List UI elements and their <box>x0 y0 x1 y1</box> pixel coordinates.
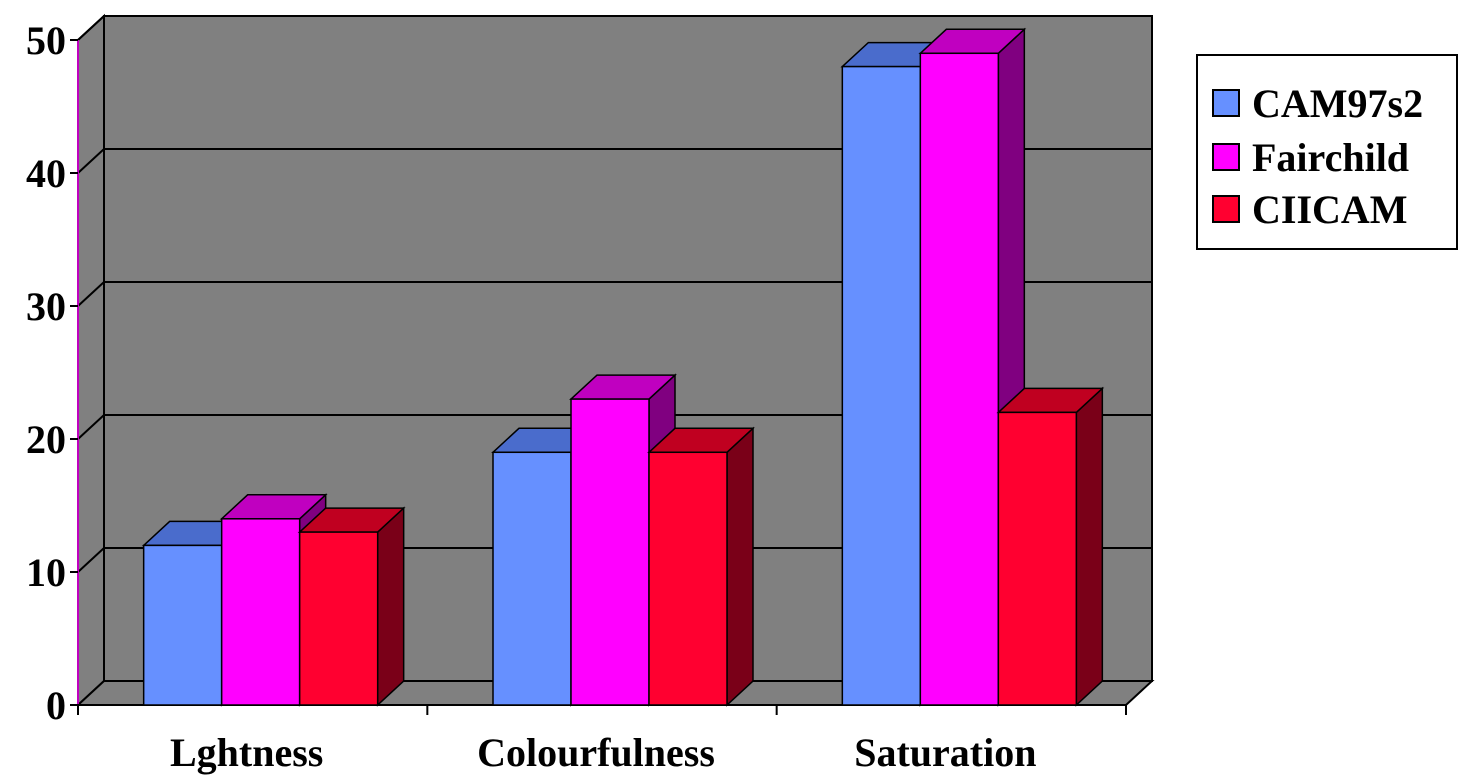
legend-label: CAM97s2 <box>1252 80 1424 126</box>
gridline <box>77 547 1152 573</box>
x-category-label: Lghtness <box>170 730 323 775</box>
side-wall <box>77 13 105 708</box>
y-tick-label: 40 <box>26 151 66 196</box>
bar-ciicam-lghtness <box>298 531 379 706</box>
x-category-label: Saturation <box>854 730 1036 775</box>
bar-ciicam-colourfulness <box>648 451 728 706</box>
gridline <box>77 414 1152 440</box>
bar-ciicam-saturation <box>997 411 1078 706</box>
gridline <box>77 148 1152 174</box>
x-category-labels: Lghtness Colourfulness Saturation <box>170 730 1036 775</box>
bar-fairchild-colourfulness <box>570 398 650 706</box>
y-tick-label: 0 <box>46 683 66 728</box>
y-tick-label: 30 <box>26 284 66 329</box>
bar-fairchild-lghtness <box>220 518 301 706</box>
legend-label: CIICAM <box>1252 186 1408 232</box>
y-tick-label: 50 <box>26 18 66 63</box>
legend-item-series-1: Fairchild <box>1212 132 1409 182</box>
bar-cam97s2-lghtness <box>142 544 223 706</box>
bar-side-ciicam-colourfulness <box>726 426 754 707</box>
gridlines <box>77 15 1152 573</box>
bar-cam97s2-colourfulness <box>492 451 572 706</box>
bar-side-ciicam-lghtness <box>376 506 405 707</box>
bar-fairchild-saturation <box>919 52 1000 706</box>
legend-item-series-0: CAM97s2 <box>1212 78 1423 128</box>
gridline <box>77 15 1152 41</box>
y-tick-labels: 0 10 20 30 40 50 <box>26 18 66 728</box>
bar-side-ciicam-saturation <box>1075 386 1104 707</box>
legend-swatch-cam97s2 <box>1212 89 1240 117</box>
bar-cam97s2-saturation <box>841 65 922 706</box>
gridline <box>77 281 1152 307</box>
x-category-label: Colourfulness <box>477 730 715 775</box>
bars <box>141 27 1105 707</box>
legend-swatch-ciicam <box>1212 195 1240 223</box>
y-tick-label: 10 <box>26 550 66 595</box>
legend-label: Fairchild <box>1252 134 1410 180</box>
y-tick-label: 20 <box>26 417 66 462</box>
legend-swatch-fairchild <box>1212 143 1240 171</box>
legend: CAM97s2 Fairchild CIICAM <box>1196 54 1458 250</box>
legend-item-series-2: CIICAM <box>1212 184 1408 234</box>
